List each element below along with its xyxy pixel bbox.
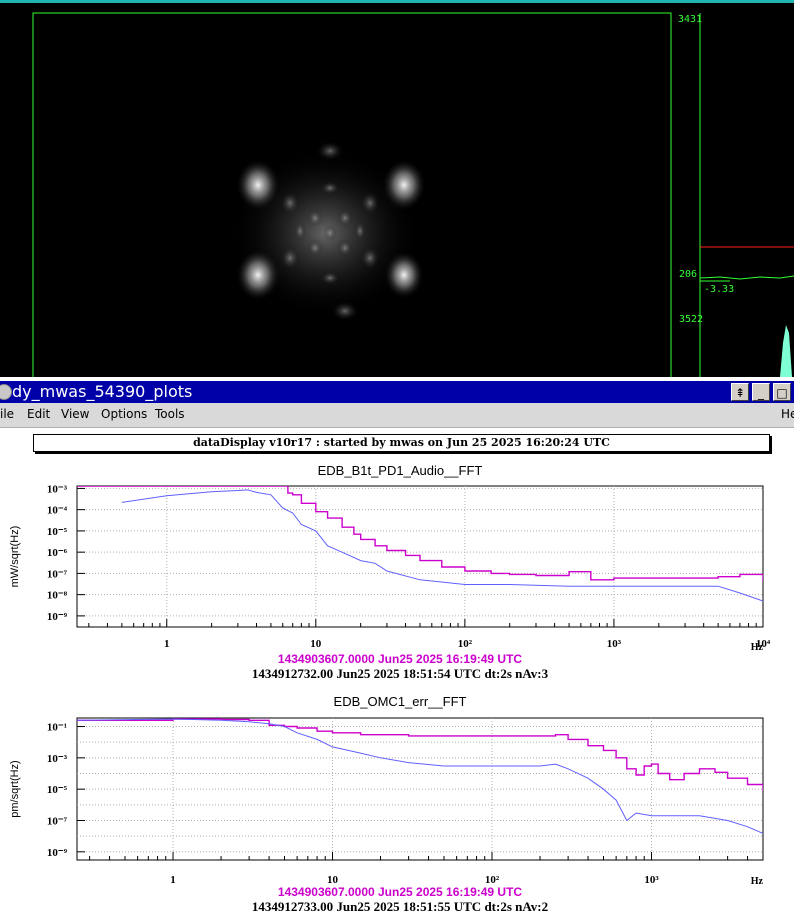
x-axis-unit: Hz [751,876,764,887]
display-header: dataDisplay v10r17 : started by mwas on … [33,434,770,452]
y-tick-label: 10⁻³ [47,483,68,495]
menu-file[interactable]: ile [0,407,15,421]
spectra-plots: EDB_B1t_PD1_Audio__FFT mW/sqrt(Hz) 10⁻³ 10⁻… [9,463,771,914]
x-tick-label: 10 [327,874,339,886]
camera-image [32,12,794,377]
y-tick-label: 10⁻³ [47,753,68,765]
chart-2 [76,717,764,861]
maximize-button[interactable]: □ [773,383,791,401]
y-tick-label: 10⁻⁹ [47,847,68,859]
menu-options[interactable]: Options [101,407,148,421]
y-tick-label: 10⁻¹ [47,722,67,734]
x-axis-unit: Hz [751,642,764,653]
y-tick-label: 10⁻⁸ [47,590,68,602]
x-tick-label: 10³ [607,638,622,650]
reference-trace-label: 1434903607.0000 Jun25 2025 16:19:49 UTC [278,885,523,899]
window-title: dy_mwas_54390_plots [12,382,193,401]
x-tick-label: 1 [164,638,170,650]
y-tick-label: 10⁻⁷ [47,568,68,580]
live-trace-label: 1434912733.00 Jun25 2025 18:51:55 UTC dt… [252,899,548,914]
live-trace-label: 1434912732.00 Jun25 2025 18:51:54 UTC dt… [252,666,549,681]
chart-1 [76,485,764,628]
menu-tools[interactable]: Tools [155,407,185,421]
chart-title: EDB_OMC1_err__FFT [334,694,467,709]
menu-bar: ile Edit View Options Tools He [0,403,794,428]
x-tick-label: 10³ [644,874,659,886]
x-tick-label: 10⁴ [756,638,771,650]
y-axis-label: pm/sqrt(Hz) [9,760,21,817]
minimize-button[interactable]: _ [752,383,770,401]
y-tick-label: 10⁻⁶ [47,547,68,559]
y-tick-label: 10⁻⁵ [47,784,68,796]
top-border [0,0,794,3]
menu-view[interactable]: View [61,407,90,421]
series-live [121,489,763,602]
reference-trace-label: 1434903607.0000 Jun25 2025 16:19:49 UTC [278,652,523,666]
histogram-peak [780,325,792,377]
menu-edit[interactable]: Edit [27,407,51,421]
profile-trace [699,275,794,280]
x-tick-label: 1 [170,874,176,886]
chart-title: EDB_B1t_PD1_Audio__FFT [318,463,483,478]
app-icon[interactable] [0,384,12,400]
menu-help[interactable]: He [781,407,794,421]
y-tick-label: 10⁻⁹ [47,611,68,623]
beam-mode-pattern [230,141,426,321]
window-titlebar[interactable]: dy_mwas_54390_plots ⇞ _ □ [0,381,794,403]
x-tick-label: 10² [485,874,500,886]
scale-bottom-label: 3522 [679,314,704,325]
image-frame [32,12,672,377]
scale-mid-label: 206 [679,269,698,280]
series-ref [77,486,763,582]
scale-min-label: -3.33 [704,284,735,295]
y-tick-label: 10⁻⁵ [47,526,68,538]
scale-top-label: 3431 [678,14,703,25]
y-tick-label: 10⁻⁴ [47,505,68,517]
series-live [77,718,763,834]
y-axis-label: mW/sqrt(Hz) [9,526,21,588]
y-tick-label: 10⁻⁷ [47,815,68,827]
x-tick-label: 10 [310,638,322,650]
x-tick-label: 10² [458,638,473,650]
pin-button[interactable]: ⇞ [731,383,749,401]
camera-image-panel: 3431 206 -3.33 3522 [0,3,794,377]
